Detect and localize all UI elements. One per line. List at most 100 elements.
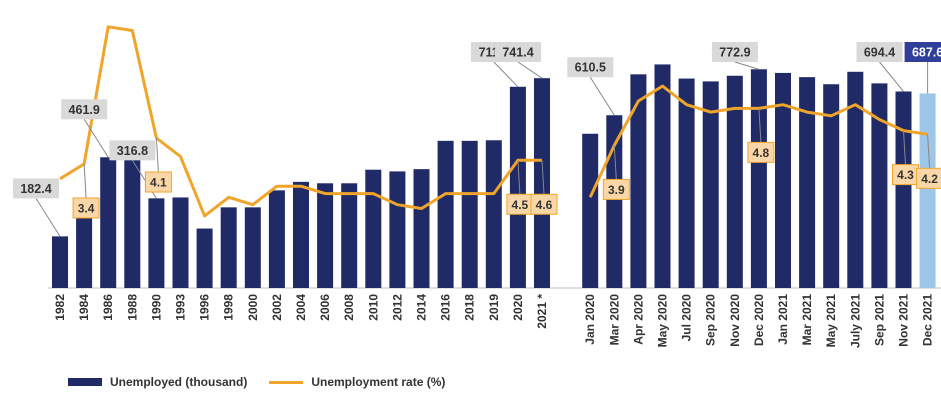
x-tick-label: Jan 2020 xyxy=(583,294,597,345)
rate-label-box xyxy=(530,193,558,215)
bar xyxy=(799,77,816,288)
x-tick-label: May 2021 xyxy=(824,294,838,348)
x-tick-label: Sep 2020 xyxy=(704,294,718,346)
bar-label-leader xyxy=(83,119,109,158)
rate-label: 3.4 xyxy=(78,201,95,215)
rate-label-leader xyxy=(613,145,617,180)
bar xyxy=(389,171,406,288)
bar xyxy=(293,181,309,288)
bar-label-box xyxy=(904,42,941,62)
bar xyxy=(413,169,430,288)
x-tick-label: 1996 xyxy=(198,294,212,321)
bar xyxy=(148,198,165,288)
x-tick-label: 1982 xyxy=(53,294,67,321)
x-tick-label: Nov 2020 xyxy=(728,294,742,347)
bar-label-box xyxy=(495,42,541,62)
bar-label-box xyxy=(13,178,59,199)
x-tick-label: Jan 2021 xyxy=(776,294,790,345)
bar xyxy=(823,84,840,289)
bar xyxy=(100,157,117,288)
bar xyxy=(726,75,743,288)
bar xyxy=(750,69,767,288)
x-tick-label: 1990 xyxy=(149,294,163,321)
rate-label: 3.9 xyxy=(608,183,625,197)
x-tick-label: Mar 2021 xyxy=(800,294,814,346)
rate-label: 4.6 xyxy=(536,198,553,212)
x-tick-label: 1998 xyxy=(222,294,236,321)
x-tick-label: 1984 xyxy=(77,294,91,321)
x-tick-label: Apr 2020 xyxy=(631,294,645,345)
legend-swatch-bar xyxy=(68,378,102,386)
bar-label-leader xyxy=(734,61,760,70)
bar xyxy=(76,203,93,288)
bar xyxy=(437,140,454,288)
bar xyxy=(124,152,141,288)
x-tick-label: Dec 2021 xyxy=(921,294,935,346)
bar xyxy=(485,140,502,288)
bar xyxy=(509,86,526,288)
rate-label-leader xyxy=(83,163,87,199)
rate-label-leader xyxy=(541,160,545,195)
bar xyxy=(702,81,719,288)
bar xyxy=(244,207,261,288)
bar xyxy=(871,83,888,289)
bar xyxy=(895,91,912,288)
bar-label-leader xyxy=(879,61,904,92)
bar-label: 610.5 xyxy=(575,61,606,75)
bar xyxy=(268,190,285,288)
bar-label: 772.9 xyxy=(719,46,750,60)
bar xyxy=(678,78,695,288)
bar xyxy=(534,78,550,288)
x-tick-label: 2012 xyxy=(390,294,404,321)
bar-label-leader xyxy=(35,198,61,237)
bar-label: 316.8 xyxy=(117,144,148,158)
bar-label: 694.4 xyxy=(864,46,895,60)
x-tick-label: 1988 xyxy=(125,294,139,321)
bar xyxy=(317,183,334,288)
rate-label-box xyxy=(747,141,775,163)
rate-line xyxy=(59,25,542,218)
bar xyxy=(919,93,936,288)
x-tick-label: 1993 xyxy=(174,294,188,321)
bar-label-leader xyxy=(589,76,615,116)
x-tick-label: 2018 xyxy=(463,294,477,321)
rate-label-box xyxy=(916,167,941,189)
x-tick-label: 2016 xyxy=(439,294,453,321)
bar xyxy=(606,115,623,288)
bar-label-leader xyxy=(517,61,543,79)
bar-label-leader xyxy=(493,61,519,88)
bar-label-box xyxy=(61,99,108,120)
x-tick-label: 2000 xyxy=(246,294,260,321)
bar-label-box xyxy=(109,140,156,161)
rate-label-box xyxy=(602,178,630,200)
bar xyxy=(654,64,671,289)
bar xyxy=(52,236,68,288)
rate-label-box xyxy=(72,197,100,219)
bar xyxy=(172,197,189,288)
bar-label: 461.9 xyxy=(69,103,100,117)
x-tick-label: Sep 2021 xyxy=(872,294,886,346)
legend-label-rate: Unemployment rate (%) xyxy=(311,375,446,389)
bar xyxy=(461,140,478,288)
bar-label: 741.4 xyxy=(502,46,533,60)
legend-item-unemployed: Unemployed (thousand) xyxy=(68,375,247,389)
bar-label: 182.4 xyxy=(20,182,51,196)
x-tick-label: 2019 xyxy=(487,294,501,321)
x-tick-label: Nov 2021 xyxy=(897,294,911,347)
x-tick-label: 2021 * xyxy=(535,294,549,329)
x-tick-label: 2004 xyxy=(294,294,308,321)
rate-label-leader xyxy=(903,130,906,165)
x-tick-label: 2006 xyxy=(318,294,332,321)
bar xyxy=(582,133,599,288)
x-tick-label: May 2020 xyxy=(656,294,670,348)
bar xyxy=(196,228,213,288)
rate-label-leader xyxy=(758,108,762,143)
bar xyxy=(630,74,647,289)
x-tick-label: Jul 2020 xyxy=(680,294,694,342)
legend-swatch-line xyxy=(269,380,304,384)
x-tick-label: 2002 xyxy=(270,294,284,321)
rate-label-box xyxy=(144,171,172,193)
bar-label-box xyxy=(567,57,614,78)
rate-label-leader xyxy=(155,137,159,173)
